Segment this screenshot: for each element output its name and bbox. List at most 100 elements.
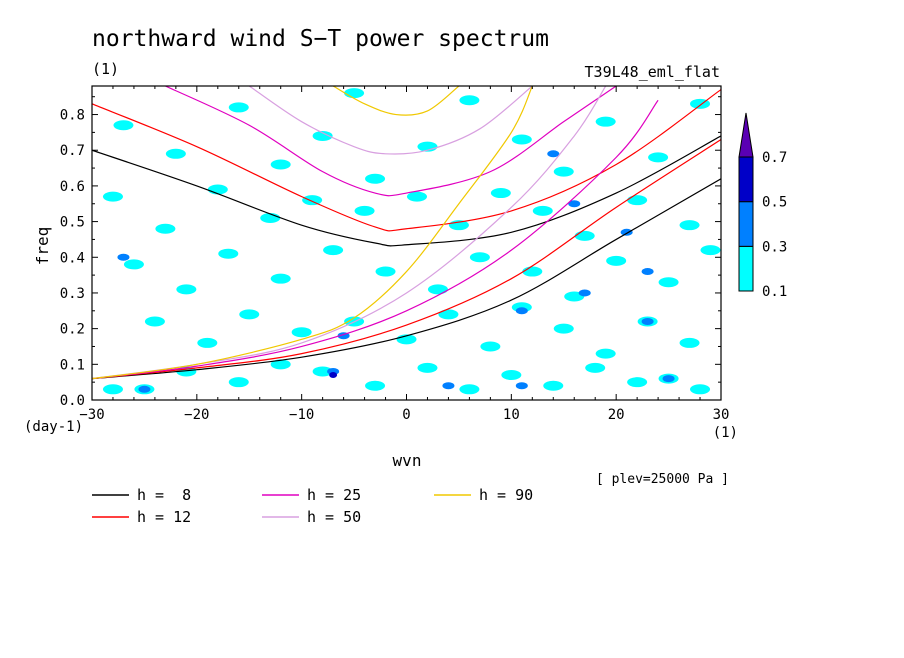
power-patch	[123, 259, 144, 270]
y-tick-label: 0.5	[60, 215, 85, 231]
legend-label: h = 50	[307, 508, 361, 526]
power-patch	[197, 337, 218, 348]
power-patch	[574, 230, 595, 241]
x-axis-units: (1)	[713, 425, 738, 441]
power-patch	[490, 188, 511, 199]
y-axis-units: (day-1)	[24, 419, 83, 435]
dispersion-curves	[92, 86, 721, 380]
power-patch	[117, 253, 130, 261]
power-patch	[522, 266, 543, 277]
power-patch	[469, 252, 490, 263]
power-patch	[679, 337, 700, 348]
power-patch	[459, 95, 480, 106]
power-patch	[102, 384, 123, 395]
power-patch	[228, 377, 249, 388]
power-patch	[459, 384, 480, 395]
curve-h8	[92, 178, 721, 380]
legend-label: h = 25	[307, 486, 361, 504]
power-patch	[344, 88, 365, 99]
title-units: (1)	[92, 60, 119, 78]
curve-h90	[332, 86, 460, 116]
curve-h90	[92, 86, 533, 380]
y-tick-label: 0.6	[60, 179, 85, 195]
y-tick-label: 0.0	[60, 393, 85, 409]
power-patch	[102, 191, 123, 202]
power-patch	[155, 223, 176, 234]
curve-h12	[92, 89, 721, 232]
power-patch	[270, 273, 291, 284]
power-patch	[595, 116, 616, 127]
power-patch	[480, 341, 501, 352]
power-patch	[543, 380, 564, 391]
spectrum-patches	[102, 88, 721, 395]
y-tick-label: 0.2	[60, 322, 85, 338]
power-patch	[515, 382, 528, 390]
power-patch	[218, 248, 239, 259]
colorbar-segment	[738, 245, 754, 292]
power-patch	[138, 385, 151, 393]
power-patch	[438, 309, 459, 320]
power-patch	[312, 366, 333, 377]
x-axis-label: wvn	[393, 451, 422, 470]
legend-label: h = 12	[137, 508, 191, 526]
plot-frame	[91, 85, 722, 401]
power-patch	[585, 362, 606, 373]
curve-h50	[248, 86, 533, 155]
x-tick-label: −30	[79, 407, 104, 423]
colorbar-label: 0.1	[762, 284, 787, 300]
power-patch	[553, 323, 574, 334]
power-patch	[515, 307, 528, 315]
power-patch	[501, 370, 522, 381]
chart-title: northward wind S−T power spectrum	[92, 26, 549, 52]
power-patch	[511, 134, 532, 145]
power-patch	[547, 150, 560, 158]
power-patch	[620, 228, 633, 236]
power-patch	[606, 255, 627, 266]
power-patch	[365, 173, 386, 184]
power-patch	[427, 284, 448, 295]
y-tick-label: 0.4	[60, 250, 85, 266]
colorbar-label: 0.5	[762, 195, 787, 211]
power-patch	[354, 205, 375, 216]
colorbar-segment	[738, 201, 754, 247]
power-patch	[406, 191, 427, 202]
power-patch	[239, 309, 260, 320]
power-patch	[568, 200, 581, 208]
power-patch	[417, 362, 438, 373]
y-tick-label: 0.1	[60, 357, 85, 373]
power-patch	[291, 327, 312, 338]
x-tick-label: −20	[184, 407, 209, 423]
curve-h25	[92, 99, 659, 380]
x-tick-label: 30	[713, 407, 730, 423]
legend-label: h = 8	[137, 486, 191, 504]
power-patch	[329, 372, 338, 379]
curve-h12	[92, 139, 721, 380]
y-tick-label: 0.8	[60, 108, 85, 124]
power-patch	[442, 382, 455, 390]
power-patch	[648, 152, 669, 163]
power-patch	[627, 377, 648, 388]
power-patch	[595, 348, 616, 359]
power-patch	[113, 120, 134, 131]
power-patch	[207, 184, 228, 195]
power-patch	[641, 318, 654, 325]
power-patch	[365, 380, 386, 391]
power-patch	[144, 316, 165, 327]
power-patch	[553, 166, 574, 177]
power-patch	[176, 284, 197, 295]
plot-area: −30 −20 −10 0 10 20 30 0.0 0.1 0.2 0.3 0.4 0.5 0.6 0.7…	[60, 85, 730, 423]
power-patch	[627, 195, 648, 206]
curve-h25	[165, 86, 617, 197]
x-tick-label: 0	[402, 407, 410, 423]
power-patch	[228, 102, 249, 113]
colorbar-arrow	[738, 112, 754, 158]
power-patch	[690, 384, 711, 395]
power-patch	[375, 266, 396, 277]
colorbar-segment	[738, 156, 754, 203]
power-patch	[270, 159, 291, 170]
curve-h8	[92, 135, 721, 247]
power-patch	[662, 375, 675, 383]
legend: h = 8 h = 12 h = 25 h = 50 h = 90	[92, 486, 533, 526]
plev-footnote: [ plev=25000 Pa ]	[596, 472, 729, 487]
